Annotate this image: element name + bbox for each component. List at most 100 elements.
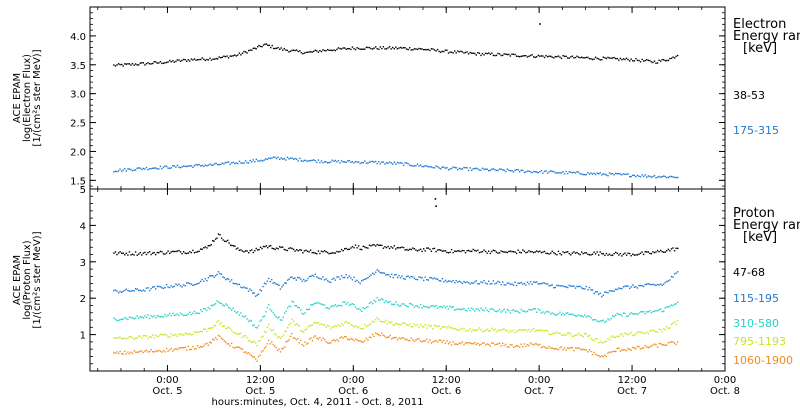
x-tick-date: Oct. 6 (431, 386, 461, 397)
data-point (331, 305, 333, 307)
data-point (362, 327, 364, 330)
data-point (285, 49, 287, 51)
data-point (565, 286, 567, 288)
data-point (164, 313, 166, 316)
data-point (523, 171, 526, 174)
data-point (663, 310, 665, 312)
data-point (588, 286, 591, 289)
data-point (653, 343, 656, 345)
data-point (187, 282, 189, 284)
data-point (647, 283, 649, 285)
data-point (319, 277, 321, 280)
data-point (565, 55, 567, 58)
data-point (238, 346, 241, 349)
data-point (633, 254, 635, 256)
data-point (268, 245, 270, 247)
x-tick-date: Oct. 7 (617, 386, 647, 397)
data-point (407, 163, 409, 165)
data-point (333, 339, 335, 341)
data-point (664, 251, 666, 253)
data-point (594, 291, 597, 293)
data-point (325, 251, 327, 253)
data-point (288, 339, 290, 341)
data-point (455, 52, 457, 54)
data-point (158, 252, 160, 254)
data-point (350, 161, 352, 164)
data-point (175, 166, 177, 168)
data-point (621, 174, 623, 176)
legend-item: 795-1193 (733, 335, 786, 348)
data-point (279, 351, 282, 353)
data-point (601, 341, 603, 343)
data-point (247, 351, 250, 354)
data-point (260, 351, 263, 353)
data-point (285, 330, 287, 332)
data-point (457, 343, 459, 346)
data-point (259, 45, 262, 48)
data-point (449, 251, 451, 253)
data-point (195, 312, 197, 314)
data-point (141, 254, 143, 256)
data-point (179, 167, 182, 169)
data-point (279, 319, 282, 321)
data-point (297, 50, 299, 53)
data-point (210, 327, 212, 329)
data-point (286, 249, 289, 252)
data-point (142, 351, 145, 354)
outlier-point (434, 198, 437, 200)
data-point (624, 312, 626, 315)
data-point (430, 277, 433, 279)
data-point (656, 310, 659, 312)
data-point (301, 343, 303, 346)
data-point (356, 308, 358, 310)
data-point (562, 348, 564, 351)
data-point (254, 161, 256, 163)
data-point (276, 317, 279, 319)
data-point (254, 47, 256, 49)
data-point (271, 44, 273, 47)
data-point (472, 329, 474, 331)
data-point (226, 327, 228, 329)
data-point (618, 59, 620, 61)
data-point (141, 168, 143, 171)
data-point (450, 326, 453, 329)
data-point (574, 315, 577, 317)
data-point (639, 331, 642, 333)
data-point (340, 323, 343, 325)
data-point (546, 283, 549, 285)
data-point (376, 317, 378, 319)
data-point (581, 251, 583, 253)
data-point (368, 302, 371, 304)
data-point (486, 52, 488, 55)
data-point (155, 167, 157, 169)
data-point (330, 161, 332, 163)
data-point (173, 165, 175, 167)
data-point (248, 49, 250, 52)
data-point (169, 336, 171, 338)
data-point (190, 283, 193, 285)
data-point (395, 46, 397, 48)
data-point (301, 312, 303, 315)
data-point (249, 249, 251, 252)
data-point (212, 304, 214, 307)
data-point (426, 327, 428, 329)
data-point (494, 344, 496, 346)
data-point (520, 343, 522, 345)
data-point (429, 306, 431, 308)
data-point (511, 331, 513, 333)
data-point (138, 317, 140, 319)
data-point (594, 353, 597, 355)
data-point (615, 314, 617, 316)
data-point (210, 164, 213, 166)
data-point (647, 333, 649, 335)
data-point (385, 246, 388, 249)
data-point (517, 169, 519, 171)
data-point (391, 303, 393, 305)
data-point (512, 346, 515, 349)
data-point (300, 309, 302, 311)
data-point (292, 49, 295, 51)
data-point (277, 156, 279, 158)
data-point (336, 161, 338, 163)
data-point (449, 327, 451, 329)
